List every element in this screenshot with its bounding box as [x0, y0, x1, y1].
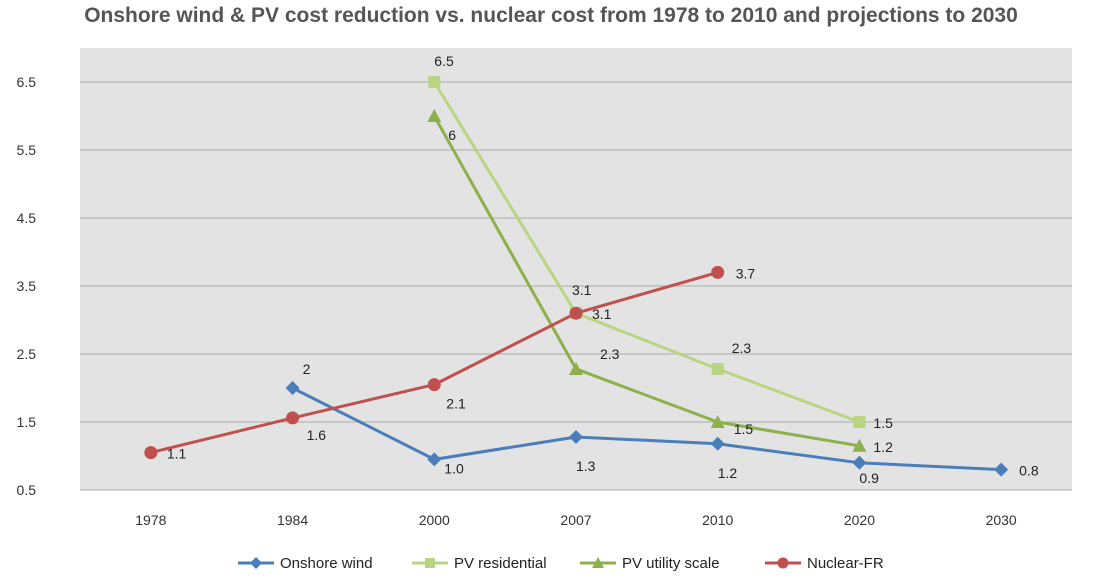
legend-marker-pv-utility-scale: [592, 557, 604, 568]
data-label-nuclear-fr: 3.1: [592, 306, 612, 322]
data-label-nuclear-fr: 2.1: [446, 396, 466, 412]
data-point-nuclear-fr: [427, 378, 441, 392]
legend-label-onshore-wind: Onshore wind: [280, 555, 373, 572]
data-point-pv-residential: [853, 416, 866, 428]
data-point-nuclear-fr: [286, 411, 300, 425]
data-point-pv-utility-scale: [569, 361, 583, 375]
y-tick-label: 2.5: [17, 346, 37, 362]
legend-label-pv-residential: PV residential: [454, 555, 547, 572]
data-point-nuclear-fr: [711, 265, 725, 279]
data-label-onshore-wind: 1.3: [576, 458, 596, 474]
x-tick-label: 2000: [419, 512, 450, 528]
data-label-pv-residential: 6.5: [434, 53, 454, 69]
data-point-pv-residential: [428, 76, 441, 88]
legend-marker-pv-residential: [425, 558, 435, 568]
legend-marker-onshore-wind: [250, 557, 262, 569]
x-tick-label: 2010: [702, 512, 733, 528]
data-label-onshore-wind: 1.2: [718, 465, 738, 481]
data-label-nuclear-fr: 1.6: [307, 427, 327, 443]
y-tick-label: 4.5: [17, 210, 37, 226]
data-point-onshore-wind: [994, 462, 1009, 477]
data-label-pv-utility-scale: 1.2: [873, 439, 893, 455]
data-label-onshore-wind: 2: [303, 361, 311, 377]
legend-label-nuclear-fr: Nuclear-FR: [807, 555, 884, 572]
chart-title: Onshore wind & PV cost reduction vs. nuc…: [84, 4, 1018, 27]
y-tick-label: 0.5: [17, 482, 37, 498]
data-point-onshore-wind: [710, 436, 725, 451]
x-tick-label: 1978: [135, 512, 166, 528]
data-point-pv-residential: [711, 362, 724, 375]
series-line-pv-utility-scale: [432, 115, 860, 448]
data-label-nuclear-fr: 3.7: [736, 265, 756, 281]
data-label-pv-utility-scale: 2.3: [600, 346, 620, 362]
series-line-onshore-wind: [291, 386, 1002, 472]
data-label-pv-residential: 1.5: [873, 415, 893, 431]
data-point-nuclear-fr: [144, 446, 158, 460]
y-tick-label: 6.5: [17, 74, 37, 90]
data-point-onshore-wind: [285, 381, 300, 395]
y-tick-label: 3.5: [17, 278, 37, 294]
data-point-pv-utility-scale: [710, 415, 725, 428]
data-label-nuclear-fr: 1.1: [167, 446, 187, 462]
data-label-pv-utility-scale: 1.5: [734, 421, 754, 437]
series-line-pv-residential: [433, 81, 860, 424]
data-label-onshore-wind: 0.8: [1019, 463, 1039, 479]
x-tick-label: 1984: [277, 512, 308, 528]
y-tick-label: 1.5: [17, 414, 37, 430]
y-tick-label: 5.5: [17, 142, 37, 158]
x-tick-label: 2030: [986, 512, 1017, 528]
plot-area: [80, 48, 1072, 490]
legend-label-pv-utility-scale: PV utility scale: [622, 555, 720, 572]
data-label-onshore-wind: 0.9: [859, 470, 879, 486]
x-tick-label: 2007: [560, 512, 591, 528]
data-label-pv-residential: 2.3: [732, 340, 752, 356]
data-point-onshore-wind: [569, 429, 583, 444]
data-point-onshore-wind: [427, 452, 442, 467]
legend-marker-nuclear-fr: [777, 557, 789, 569]
x-tick-label: 2020: [844, 512, 875, 528]
data-label-pv-utility-scale: 6: [448, 127, 456, 143]
data-point-nuclear-fr: [569, 306, 583, 320]
data-label-onshore-wind: 1.0: [444, 460, 464, 476]
data-label-pv-residential: 3.1: [572, 282, 592, 298]
data-point-pv-utility-scale: [852, 438, 867, 452]
data-point-pv-utility-scale: [427, 109, 442, 122]
data-point-onshore-wind: [852, 455, 867, 470]
